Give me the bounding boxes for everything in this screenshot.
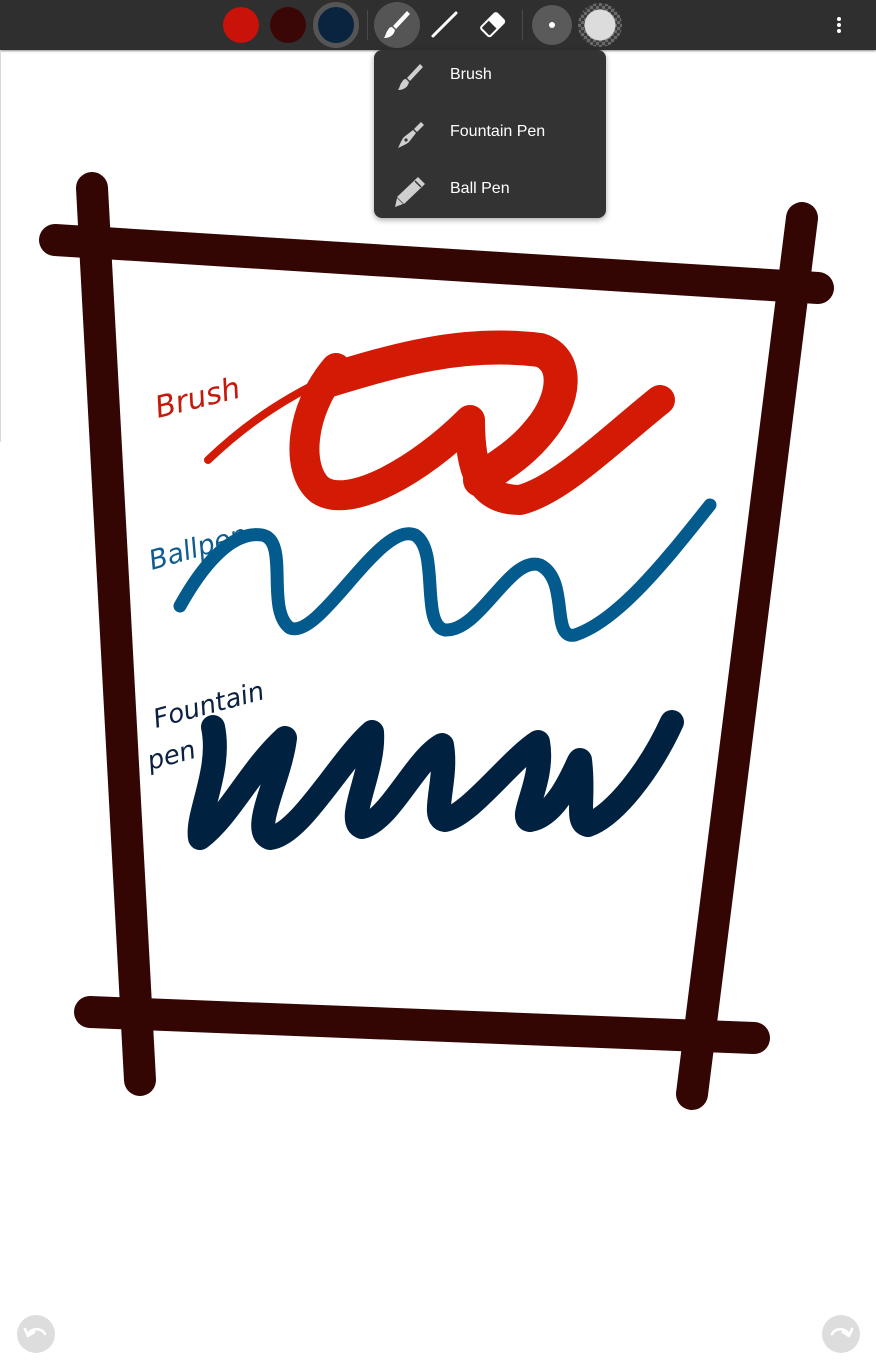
menu-item-brush[interactable]: Brush (374, 50, 606, 107)
undo-icon (23, 1327, 47, 1338)
large-size-button[interactable] (578, 3, 622, 47)
fountain-pen-stroke (187, 710, 684, 850)
brush-icon (384, 11, 410, 38)
color-swatch-dark-maroon[interactable] (270, 7, 306, 43)
menu-item-label: Brush (450, 66, 492, 83)
brush-type-menu: Brush Fountain Pen Ball Pen (374, 50, 606, 218)
toolbar-divider (522, 10, 523, 40)
drawing-canvas[interactable]: Brush Ballpen Fountain pen (0, 50, 876, 1300)
brush-stroke (204, 330, 675, 515)
brush-icon (398, 64, 423, 90)
small-dot-icon (549, 22, 555, 28)
menu-item-label: Ball Pen (450, 180, 510, 197)
eraser-icon (480, 12, 506, 38)
line-icon (431, 11, 458, 38)
pen-label: pen (143, 735, 199, 777)
redo-button[interactable] (822, 1315, 860, 1353)
more-options-button[interactable] (826, 5, 852, 45)
toolbar (0, 0, 876, 50)
brush-tool-button[interactable] (374, 2, 420, 48)
menu-item-label: Fountain Pen (450, 123, 546, 140)
color-swatch-red[interactable] (223, 7, 259, 43)
more-vert-icon (837, 17, 841, 21)
toolbar-divider (367, 10, 368, 40)
ball-pen-icon (395, 177, 425, 207)
ballpen-stroke (173, 498, 717, 642)
menu-item-fountain-pen[interactable]: Fountain Pen (374, 107, 606, 164)
undo-button[interactable] (17, 1315, 55, 1353)
color-swatch-navy[interactable] (313, 2, 359, 48)
canvas-edge (0, 50, 1, 442)
small-size-button[interactable] (532, 5, 572, 45)
frame-lines (39, 172, 834, 1110)
brush-label: Brush (151, 371, 243, 426)
line-tool-button[interactable] (421, 2, 467, 48)
more-vert-icon (837, 23, 841, 27)
fountain-pen-icon (398, 122, 424, 148)
redo-icon (830, 1327, 854, 1338)
menu-item-ball-pen[interactable]: Ball Pen (374, 164, 606, 221)
eraser-tool-button[interactable] (470, 2, 516, 48)
more-vert-icon (837, 29, 841, 33)
